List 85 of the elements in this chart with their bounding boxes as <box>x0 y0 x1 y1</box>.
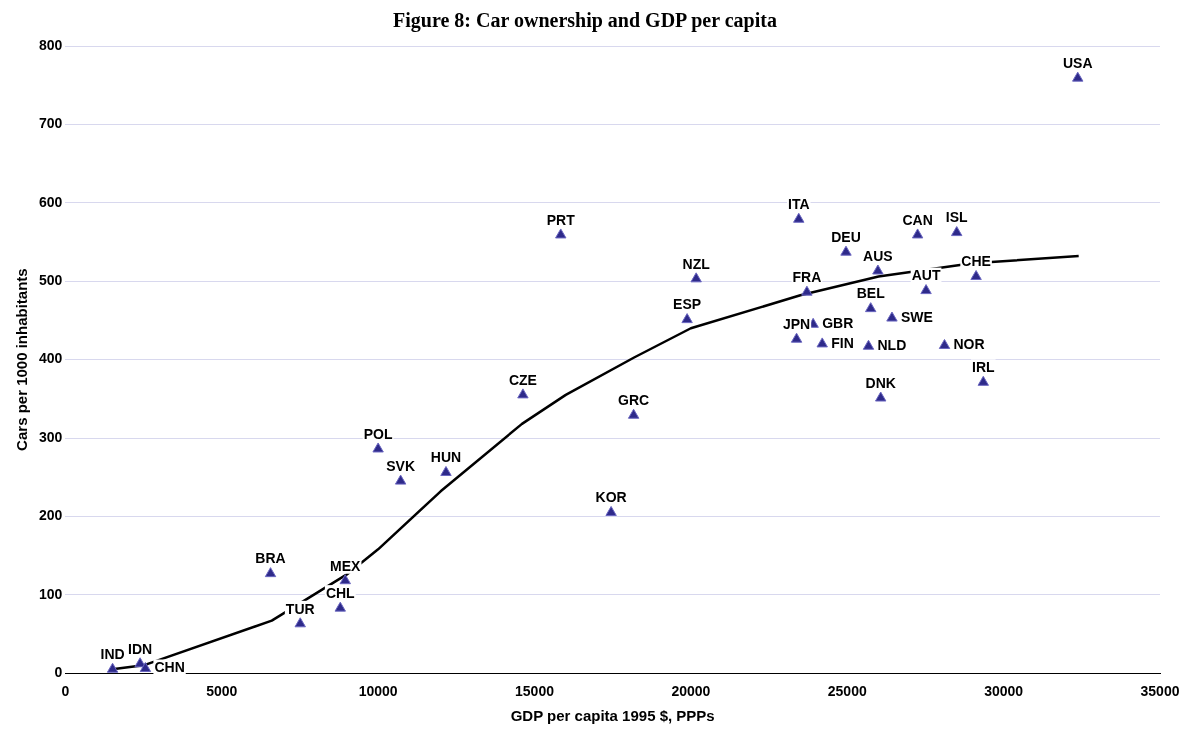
y-tick-label: 100 <box>39 585 63 602</box>
data-label: SWE <box>900 308 933 325</box>
data-label: BRA <box>255 550 286 567</box>
data-label: NOR <box>953 336 985 353</box>
chart-title: Figure 8: Car ownership and GDP per capita <box>393 9 777 33</box>
point <box>938 338 951 349</box>
point <box>394 474 407 485</box>
data-label: KOR <box>595 489 627 506</box>
data-label: TUR <box>285 600 315 617</box>
y-tick-label: 700 <box>39 115 63 132</box>
point <box>605 505 617 516</box>
x-tick-label: 10000 <box>358 683 398 700</box>
data-label: SVK <box>386 457 416 474</box>
data-label: PRT <box>546 211 576 228</box>
point <box>139 662 152 672</box>
x-tick-label: 5000 <box>206 683 238 700</box>
y-tick-label: 300 <box>39 428 63 445</box>
point <box>790 332 803 343</box>
point <box>970 270 982 280</box>
point <box>440 466 452 476</box>
point <box>681 313 693 324</box>
data-label: ISL <box>945 209 969 226</box>
data-label: GBR <box>822 315 854 332</box>
y-tick-label: 800 <box>39 36 63 53</box>
data-label: IRL <box>972 359 996 376</box>
x-tick-label: 15000 <box>515 683 555 700</box>
data-label: JPN <box>782 316 811 333</box>
point <box>872 264 884 275</box>
y-tick-label: 500 <box>39 272 63 289</box>
data-label: ITA <box>788 196 810 213</box>
y-tick-label: 0 <box>54 664 63 681</box>
data-label: NLD <box>877 337 907 354</box>
point <box>372 442 384 453</box>
point <box>977 375 989 386</box>
x-axis-title: GDP per capita 1995 $, PPPs <box>510 707 715 725</box>
point <box>517 388 529 399</box>
data-label: GRC <box>618 392 650 409</box>
point <box>334 601 346 612</box>
x-tick-label: 25000 <box>827 683 867 700</box>
data-label: ESP <box>673 296 702 313</box>
point <box>264 567 277 578</box>
point <box>793 212 805 223</box>
data-label: NZL <box>682 255 711 272</box>
data-label: CHN <box>154 659 185 676</box>
point <box>840 245 852 256</box>
point <box>339 574 351 585</box>
point <box>801 285 813 296</box>
data-label: FIN <box>831 334 854 351</box>
point <box>862 339 875 350</box>
data-label: CAN <box>902 211 933 228</box>
y-tick-label: 200 <box>39 507 63 524</box>
y-axis-title: Cars per 1000 inhabitants <box>13 268 31 451</box>
point <box>911 228 924 239</box>
point <box>1072 71 1084 82</box>
x-tick-label: 30000 <box>984 683 1024 700</box>
data-label: IDN <box>128 640 153 657</box>
data-label: AUT <box>911 267 941 284</box>
data-label: DNK <box>865 374 896 391</box>
data-label: USA <box>1062 55 1093 71</box>
point <box>627 408 640 419</box>
point <box>886 311 898 322</box>
point <box>294 617 306 628</box>
data-label: IND <box>100 646 125 663</box>
data-label: CZE <box>508 371 537 388</box>
data-label: HUN <box>430 449 462 466</box>
data-label: DEU <box>831 229 861 246</box>
data-label: FRA <box>792 269 822 286</box>
point <box>106 662 119 673</box>
data-label: POL <box>363 425 393 442</box>
point <box>951 226 963 237</box>
point <box>134 657 146 668</box>
data-label: AUS <box>863 247 893 264</box>
point <box>865 302 877 313</box>
data-label: CHL <box>325 584 356 601</box>
x-tick-label: 35000 <box>1140 683 1180 700</box>
point <box>555 228 567 239</box>
x-tick-label: 20000 <box>671 683 711 700</box>
y-tick-label: 400 <box>39 350 63 367</box>
point <box>816 337 828 348</box>
y-tick-label: 600 <box>39 193 63 210</box>
data-label: BEL <box>856 285 886 302</box>
point <box>875 391 887 402</box>
point <box>920 284 932 295</box>
point <box>690 272 702 283</box>
data-label: MEX <box>330 557 362 574</box>
